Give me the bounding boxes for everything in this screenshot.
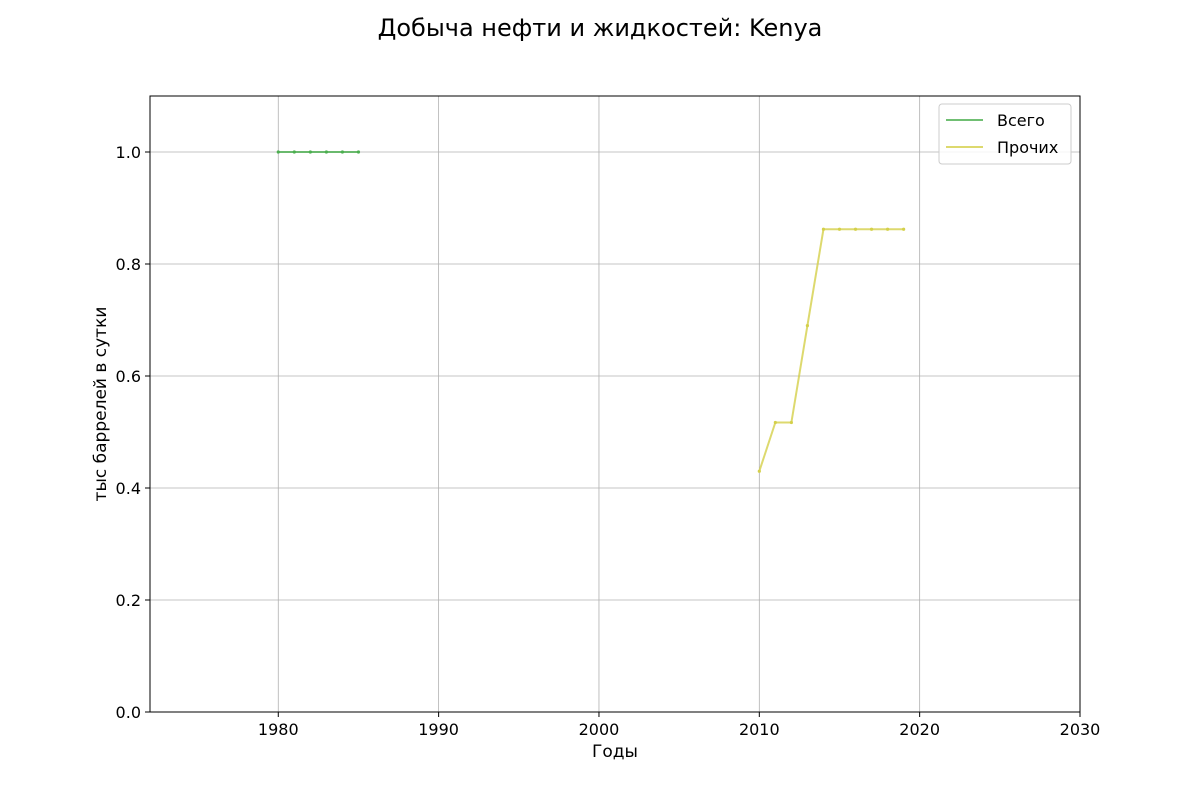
y-tick-label: 0.6: [116, 367, 141, 386]
data-point: [805, 324, 810, 328]
x-tick-label: 2020: [899, 720, 940, 739]
x-tick-label: 2010: [739, 720, 780, 739]
series-1: [276, 150, 361, 154]
y-tick-label: 1.0: [116, 143, 141, 162]
data-point: [308, 150, 312, 154]
grid: [150, 96, 1081, 713]
data-point: [885, 227, 890, 231]
x-axis-label: Годы: [592, 742, 638, 762]
y-tick-label: 0.2: [116, 591, 141, 610]
legend-label: Всего: [997, 111, 1045, 130]
data-point: [869, 227, 874, 231]
data-point: [276, 150, 280, 154]
legend-label: Прочих: [997, 138, 1058, 157]
y-tick-label: 0.8: [116, 255, 141, 274]
x-tick-label: 1990: [418, 720, 459, 739]
axis-ticks: 1980 1990 2000 2010 2020 2030 0.0 0.2 0.4 0.6 0.8 1…: [116, 143, 1101, 739]
y-axis-label: тыс баррелей в сутки: [91, 307, 111, 502]
x-tick-label: 2000: [579, 720, 620, 739]
data-point: [902, 227, 906, 231]
y-tick-label: 0.4: [116, 479, 141, 498]
data-point: [292, 150, 296, 154]
series-group: [276, 150, 906, 473]
chart-title: Добыча нефти и жидкостей: Kenya: [378, 14, 823, 42]
data-point: [757, 469, 761, 473]
data-point: [324, 150, 328, 154]
data-point: [789, 420, 793, 425]
legend: Всего Прочих: [938, 103, 1072, 165]
data-point: [340, 150, 345, 154]
series-line: [758, 228, 904, 472]
data-point: [853, 227, 858, 231]
y-tick-label: 0.0: [116, 703, 141, 722]
x-tick-label: 1980: [258, 720, 299, 739]
x-tick-label: 2030: [1060, 720, 1101, 739]
data-point: [821, 227, 826, 231]
data-point: [773, 420, 777, 425]
series-2: [757, 227, 906, 473]
plot-area-frame: [149, 95, 1081, 713]
data-point: [837, 227, 842, 231]
data-point: [356, 150, 361, 154]
